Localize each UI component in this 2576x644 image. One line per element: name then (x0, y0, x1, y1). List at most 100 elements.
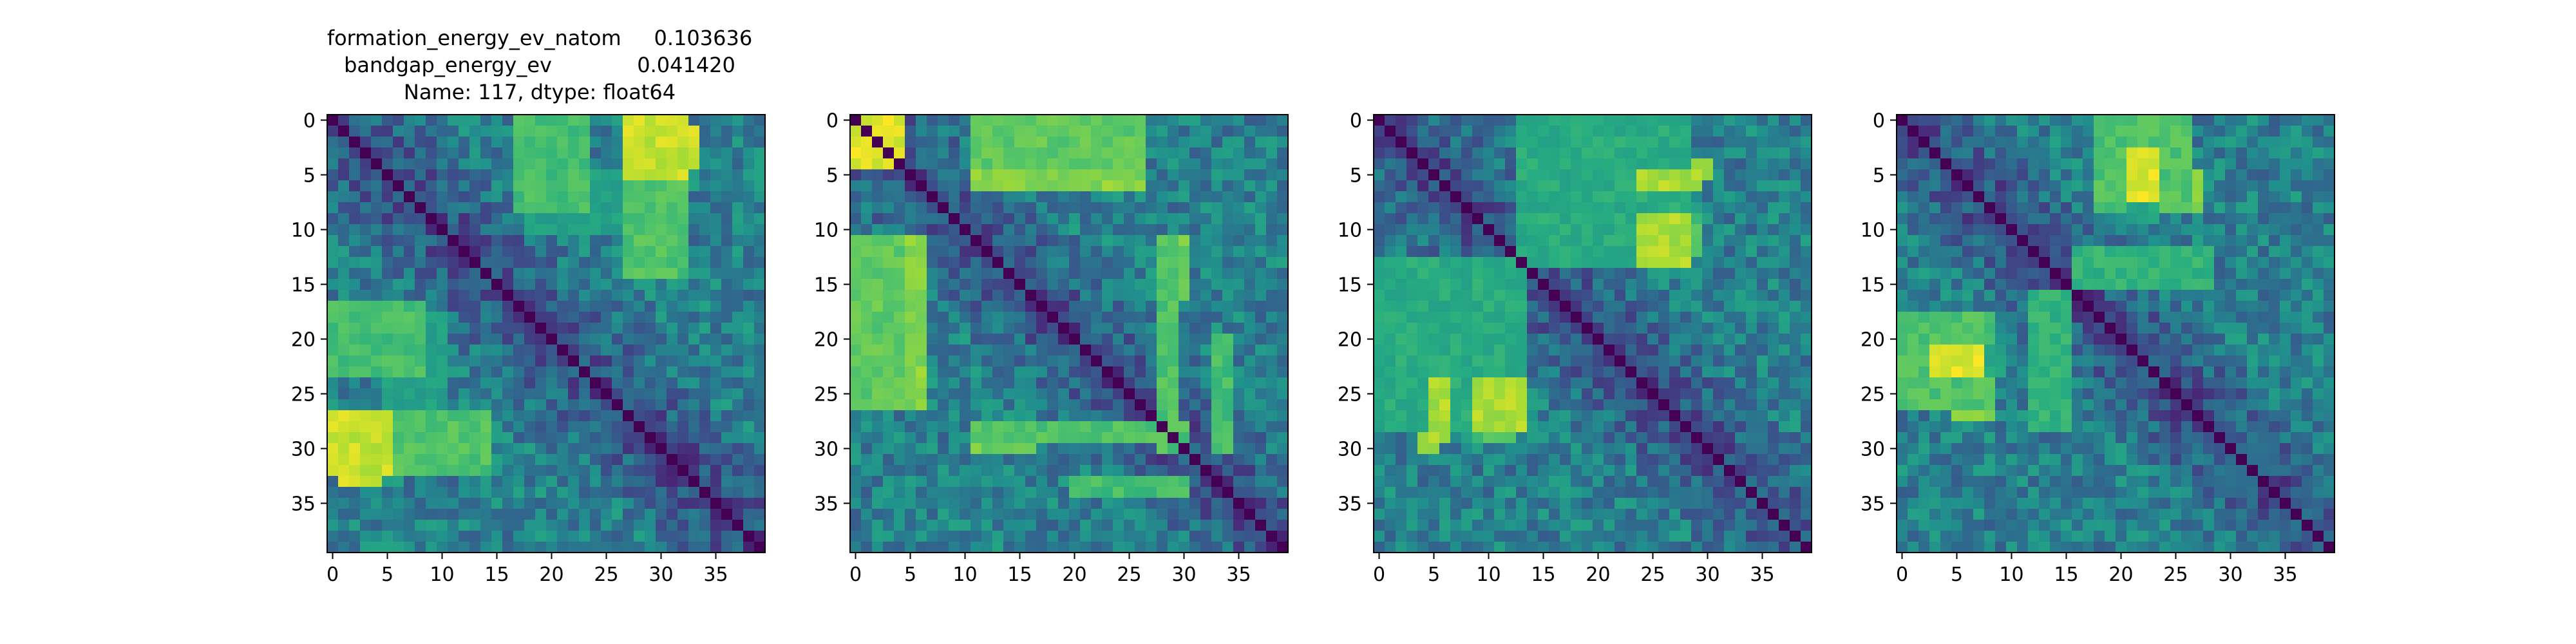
heatmap-cell (667, 542, 678, 553)
heatmap-cell (1047, 312, 1059, 323)
heatmap-cell (1702, 410, 1714, 422)
heatmap-cell (1735, 147, 1747, 159)
heatmap-cell (656, 301, 667, 312)
heatmap-cell (1516, 115, 1528, 126)
heatmap-cell (513, 410, 525, 422)
heatmap-cell (1461, 301, 1473, 312)
heatmap-cell (872, 180, 884, 192)
heatmap-cell (1113, 410, 1124, 422)
heatmap-cell (426, 432, 437, 444)
heatmap-cell (437, 410, 448, 422)
heatmap-cell (1724, 115, 1736, 126)
heatmap-cell (1505, 180, 1517, 192)
heatmap-cell (710, 432, 722, 444)
heatmap-cell (1702, 542, 1714, 553)
heatmap-cell (1494, 476, 1506, 488)
heatmap-cell (1266, 410, 1278, 422)
heatmap-cell (491, 487, 503, 498)
heatmap-cell (371, 268, 383, 279)
heatmap-cell (502, 268, 514, 279)
heatmap-cell (1374, 279, 1385, 290)
heatmap-cell (1266, 147, 1278, 159)
heatmap-cell (1647, 345, 1659, 356)
heatmap-cell (535, 476, 547, 488)
heatmap-cell (1461, 323, 1473, 334)
heatmap-cell (1211, 355, 1223, 367)
heatmap-cell (546, 377, 558, 389)
heatmap-cell (1091, 476, 1103, 488)
heatmap-cell (1233, 531, 1245, 542)
heatmap-cell (1157, 476, 1168, 488)
heatmap-cell (1494, 388, 1506, 400)
heatmap-cell (568, 301, 580, 312)
heatmap-cell (1200, 345, 1212, 356)
heatmap-cell (1396, 279, 1407, 290)
heatmap-cell (927, 246, 938, 258)
heatmap-cell (535, 432, 547, 444)
heatmap-cell (1014, 454, 1026, 466)
heatmap-cell (905, 542, 916, 553)
heatmap-cell (743, 268, 755, 279)
heatmap-cell (850, 290, 862, 301)
heatmap-cell (732, 476, 744, 488)
heatmap-cell (1746, 542, 1757, 553)
heatmap-cell (1483, 115, 1495, 126)
heatmap-cell (938, 520, 949, 531)
heatmap-cell (1658, 410, 1670, 422)
heatmap-cell (1625, 115, 1637, 126)
heatmap-cell (491, 169, 503, 181)
heatmap-cell (1277, 410, 1289, 422)
heatmap-cell (1014, 147, 1026, 159)
heatmap-cell (426, 399, 437, 411)
heatmap-cell (699, 137, 711, 148)
heatmap-cell (1113, 202, 1124, 214)
heatmap-cell (1527, 180, 1539, 192)
heatmap-cell (1135, 246, 1146, 258)
heatmap-cell (360, 366, 372, 378)
heatmap-cell (2280, 126, 2291, 137)
heatmap-cell (732, 279, 744, 290)
heatmap-cell (2006, 126, 2018, 137)
heatmap-cell (850, 180, 862, 192)
heatmap-cell (1724, 476, 1736, 488)
heatmap-cell (371, 432, 383, 444)
heatmap-cell (491, 454, 503, 466)
heatmap-cell (850, 213, 862, 225)
heatmap-cell (360, 180, 372, 192)
heatmap-cell (1615, 224, 1626, 236)
heatmap-cell (1538, 355, 1549, 367)
heatmap-cell (1233, 520, 1245, 531)
heatmap-cell (1047, 345, 1059, 356)
heatmap-cell (938, 301, 949, 312)
heatmap-cell (1505, 115, 1517, 126)
plot-frame (327, 114, 766, 553)
heatmap-cell (1396, 126, 1407, 137)
heatmap-cell (393, 268, 404, 279)
heatmap-cell (1277, 388, 1289, 400)
heatmap-cell (1179, 246, 1190, 258)
heatmap-cell (916, 126, 927, 137)
heatmap-cell (1516, 421, 1528, 433)
heatmap-cell (1036, 366, 1048, 378)
heatmap-cell (1615, 388, 1626, 400)
heatmap-cell (557, 147, 569, 159)
heatmap-cell (502, 476, 514, 488)
heatmap-cell (1047, 366, 1059, 378)
heatmap-cell (1277, 520, 1289, 531)
heatmap-cell (546, 290, 558, 301)
heatmap-cell (1385, 158, 1396, 170)
heatmap-cell (634, 454, 645, 466)
heatmap-cell (426, 454, 437, 466)
heatmap-cell (1973, 126, 1985, 137)
heatmap-cell (448, 531, 459, 542)
heatmap-cell (382, 531, 393, 542)
heatmap-cell (612, 290, 623, 301)
heatmap-cell (1494, 410, 1506, 422)
heatmap-cell (927, 158, 938, 170)
heatmap-cell (1255, 388, 1267, 400)
heatmap-cell (1691, 520, 1703, 531)
heatmap-cell (1047, 487, 1059, 498)
heatmap-cell (1604, 399, 1615, 411)
heatmap-cell (1385, 147, 1396, 159)
heatmap-cell (1113, 312, 1124, 323)
